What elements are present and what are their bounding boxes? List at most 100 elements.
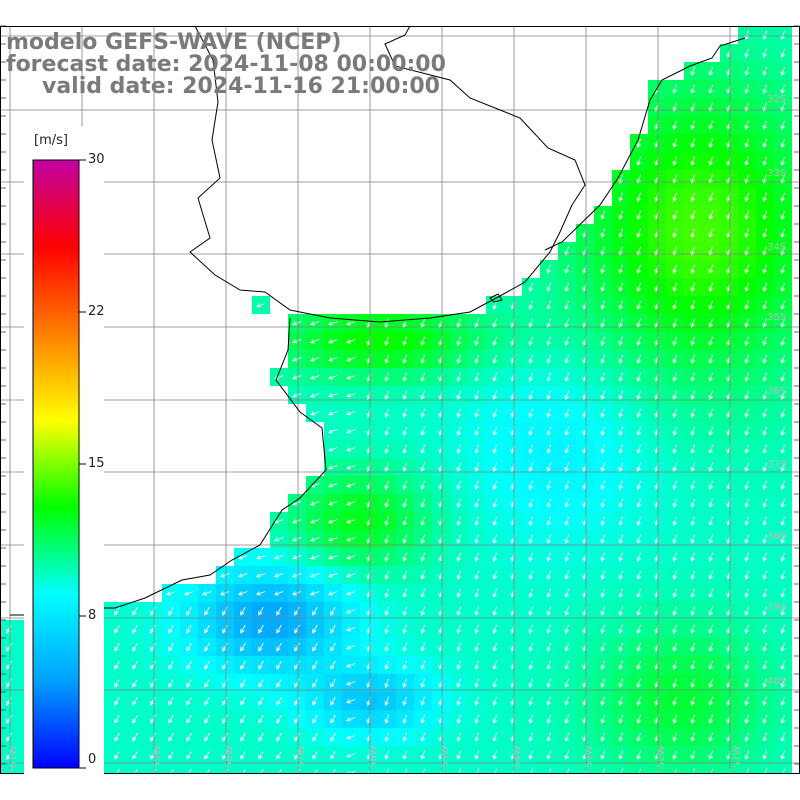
wind-arrow — [744, 750, 749, 761]
wind-arrow — [6, 678, 12, 688]
wind-arrow — [528, 354, 533, 365]
wind-arrow — [708, 588, 713, 599]
wind-arrow — [564, 480, 569, 491]
wind-arrow — [636, 552, 641, 563]
wind-arrow — [345, 609, 356, 614]
wind-arrow — [744, 714, 749, 725]
wind-arrow — [672, 138, 677, 149]
wind-arrow — [402, 390, 407, 401]
wind-arrow — [618, 192, 623, 203]
wind-arrow — [402, 516, 407, 527]
wind-arrow — [492, 534, 497, 545]
wind-arrow — [762, 570, 767, 581]
wind-arrow — [618, 714, 623, 725]
sea-cell — [396, 764, 414, 774]
wind-arrow — [636, 624, 641, 635]
wind-arrow — [762, 48, 767, 59]
sea-cell — [594, 764, 612, 774]
wind-arrow — [291, 501, 302, 506]
wind-arrow — [474, 480, 479, 491]
wind-arrow — [708, 570, 713, 581]
wind-arrow — [672, 678, 677, 689]
wind-arrow — [744, 192, 749, 203]
wind-arrow — [345, 375, 356, 380]
wind-arrow — [564, 408, 569, 419]
wind-arrow — [762, 354, 767, 365]
wind-arrow — [690, 660, 695, 671]
wind-arrow — [780, 426, 785, 437]
wind-arrow — [132, 696, 138, 706]
wind-arrow — [618, 660, 623, 671]
wind-arrow — [492, 732, 497, 743]
wind-arrow — [258, 678, 264, 688]
wind-arrow — [114, 750, 120, 760]
wind-arrow — [672, 390, 677, 401]
wind-arrow — [762, 462, 767, 473]
wind-arrow — [528, 300, 533, 311]
wind-arrow — [546, 480, 551, 491]
wind-arrow — [672, 462, 677, 473]
wind-arrow — [564, 660, 569, 671]
wind-arrow — [384, 696, 389, 707]
wind-arrow — [672, 282, 677, 293]
wind-arrow — [690, 300, 695, 311]
wind-arrow — [114, 732, 120, 742]
wind-arrow — [474, 696, 479, 707]
wind-arrow — [273, 555, 284, 560]
latitude-label: 40S — [767, 676, 786, 687]
wind-arrow — [114, 624, 120, 634]
wind-arrow — [690, 462, 695, 473]
wind-arrow — [762, 498, 767, 509]
wind-arrow — [564, 426, 569, 437]
wind-arrow — [492, 750, 497, 761]
wind-arrow — [420, 750, 425, 761]
wind-arrow — [690, 552, 695, 563]
wind-arrow — [258, 642, 264, 652]
wind-arrow — [600, 624, 605, 635]
wind-arrow — [186, 624, 192, 634]
wind-arrow — [762, 84, 767, 95]
wind-arrow — [345, 411, 356, 416]
wind-arrow — [420, 606, 425, 617]
wind-arrow — [762, 696, 767, 707]
wind-arrow — [780, 48, 785, 59]
wind-arrow — [672, 336, 677, 347]
wind-arrow — [402, 372, 407, 383]
wind-arrow — [528, 426, 533, 437]
wind-arrow — [762, 408, 767, 419]
wind-arrow — [222, 696, 228, 706]
wind-arrow — [780, 192, 785, 203]
wind-arrow — [402, 480, 407, 491]
wind-arrow — [636, 732, 641, 743]
wind-arrow — [600, 336, 605, 347]
wind-arrow — [672, 660, 677, 671]
wind-arrow — [345, 735, 356, 740]
wind-arrow — [294, 678, 300, 688]
wind-arrow — [456, 408, 461, 419]
wind-arrow — [708, 534, 713, 545]
wind-arrow — [420, 588, 425, 599]
wind-arrow — [780, 660, 785, 671]
latitude-label: 32S — [767, 94, 786, 105]
latitude-label: 39S — [767, 602, 786, 613]
wind-arrow — [708, 678, 713, 689]
wind-arrow — [345, 321, 356, 326]
wind-arrow — [546, 462, 551, 473]
latitude-label: 38S — [767, 531, 786, 542]
wind-arrow — [636, 210, 641, 221]
wind-arrow — [474, 588, 479, 599]
wind-arrow — [744, 30, 749, 41]
wind-arrow — [327, 411, 338, 416]
wind-arrow — [708, 264, 713, 275]
wind-arrow — [528, 372, 533, 383]
wind-arrow — [528, 408, 533, 419]
wind-arrow — [780, 354, 785, 365]
wind-arrow — [636, 444, 641, 455]
wind-arrow — [636, 336, 641, 347]
wind-arrow — [780, 444, 785, 455]
wind-arrow — [492, 426, 497, 437]
wind-arrow — [636, 534, 641, 545]
wind-arrow — [546, 372, 551, 383]
wind-arrow — [690, 444, 695, 455]
wind-arrow — [384, 426, 389, 437]
